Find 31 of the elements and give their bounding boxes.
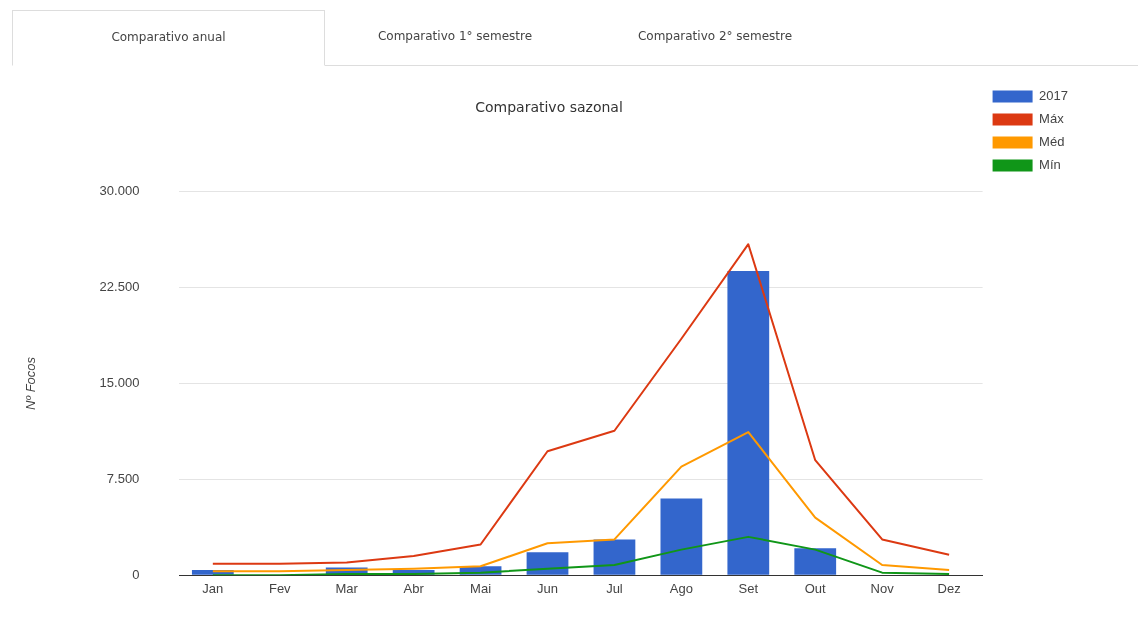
x-tick-label: Out [804,580,827,596]
y-tick-label: 30.000 [99,183,140,199]
x-tick-label: Dez [937,580,961,596]
bar [727,271,770,575]
x-tick-label: Fev [268,580,292,596]
y-tick-label: 15.000 [99,375,140,391]
legend-label: Máx [1039,111,1065,127]
x-tick-label: Ago [669,580,693,596]
x-tick-label: Jan [202,580,224,596]
y-tick-label: 0 [132,566,140,582]
bar [526,552,569,575]
x-tick-label: Mai [470,580,492,596]
bar [794,548,837,575]
bar [593,539,636,575]
legend-label: Méd [1039,134,1065,150]
x-tick-label: Abr [403,580,425,596]
x-tick-label: Jun [537,580,558,596]
x-tick-label: Jul [606,580,623,596]
bar [660,498,703,575]
text: Comparativo 1° semestre [376,28,534,45]
y-axis-title: Nº Focos [23,356,39,411]
x-tick-label: Nov [870,580,895,596]
chart-title: Comparativo sazonal [475,99,623,116]
y-tick-label: 22.500 [99,279,140,295]
text: Comparativo anual [12,10,325,66]
x-tick-label: Mar [335,580,359,596]
legend-label: Mín [1039,157,1061,173]
y-tick-label: 7.500 [106,470,140,486]
legend-label: 2017 [1039,88,1068,104]
text: Comparativo 2° semestre [636,28,794,45]
x-tick-label: Set [738,580,759,596]
